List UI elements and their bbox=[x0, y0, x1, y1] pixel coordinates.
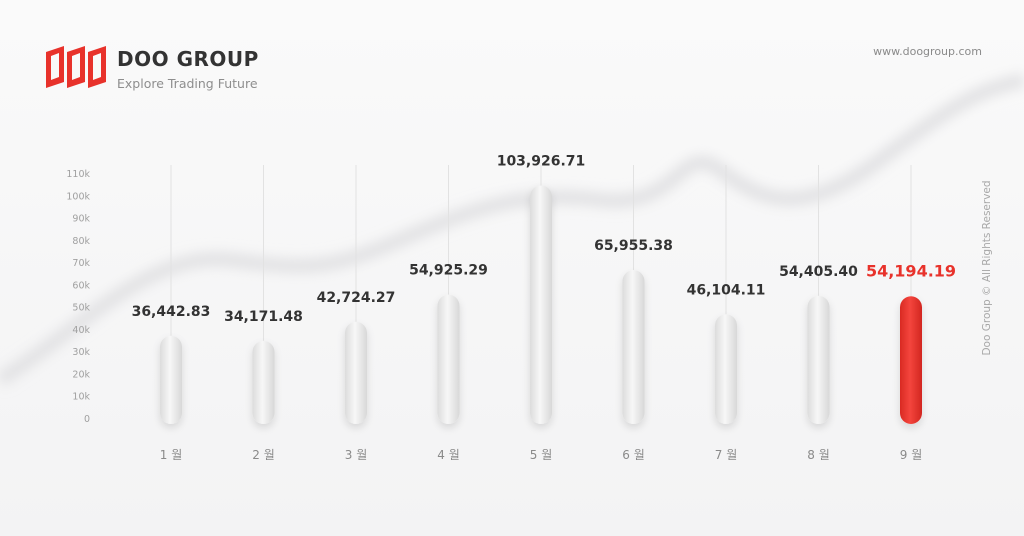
bar bbox=[622, 270, 645, 424]
y-tick-label: 50k bbox=[72, 303, 90, 314]
y-tick-label: 40k bbox=[72, 325, 90, 336]
bar bbox=[345, 321, 367, 424]
bar bbox=[715, 314, 737, 424]
y-tick-label: 80k bbox=[72, 236, 90, 247]
y-tick-label: 110k bbox=[66, 169, 90, 180]
x-tick-label: 7 월 bbox=[715, 448, 738, 462]
y-tick-label: 70k bbox=[72, 258, 90, 269]
bar bbox=[160, 335, 182, 424]
x-tick-label: 1 월 bbox=[160, 448, 183, 462]
bar bbox=[437, 294, 460, 424]
y-tick-label: 60k bbox=[72, 280, 90, 291]
bar bbox=[900, 296, 922, 424]
value-label: 34,171.48 bbox=[224, 309, 303, 325]
bar bbox=[530, 185, 552, 424]
bar bbox=[807, 295, 830, 424]
value-label: 65,955.38 bbox=[594, 238, 673, 254]
y-tick-label: 0 bbox=[84, 414, 90, 425]
background-trend-line bbox=[0, 73, 1024, 386]
website-url: www.doogroup.com bbox=[873, 45, 982, 58]
y-tick-label: 100k bbox=[66, 191, 90, 202]
value-label: 103,926.71 bbox=[497, 154, 586, 170]
value-label: 42,724.27 bbox=[317, 290, 396, 306]
x-tick-label: 2 월 bbox=[252, 448, 275, 462]
y-tick-label: 20k bbox=[72, 369, 90, 380]
doo-logo-icon bbox=[46, 46, 106, 88]
value-label: 36,442.83 bbox=[132, 304, 211, 320]
value-label: 54,925.29 bbox=[409, 263, 488, 279]
y-tick-label: 30k bbox=[72, 347, 90, 358]
value-label: 46,104.11 bbox=[687, 282, 766, 298]
bar bbox=[252, 340, 275, 424]
value-label: 54,194.19 bbox=[866, 261, 956, 280]
x-tick-label: 4 월 bbox=[437, 448, 460, 462]
x-tick-label: 6 월 bbox=[622, 448, 645, 462]
x-tick-label: 9 월 bbox=[900, 448, 923, 462]
y-tick-label: 10k bbox=[72, 392, 90, 403]
x-tick-label: 8 월 bbox=[807, 448, 830, 462]
x-tick-label: 5 월 bbox=[530, 448, 553, 462]
y-tick-label: 90k bbox=[72, 214, 90, 225]
tagline: Explore Trading Future bbox=[117, 76, 258, 91]
value-label: 54,405.40 bbox=[779, 264, 858, 280]
brand-name: DOO GROUP bbox=[117, 47, 259, 71]
x-tick-label: 3 월 bbox=[345, 448, 368, 462]
